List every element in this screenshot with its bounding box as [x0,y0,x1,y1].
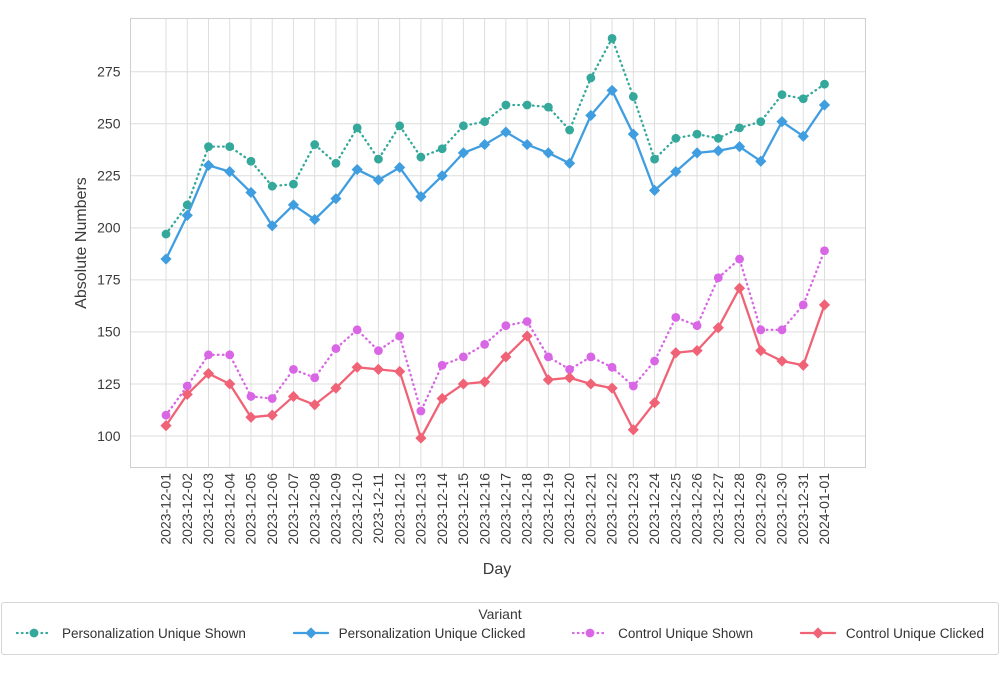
svg-text:2023-12-16: 2023-12-16 [476,473,492,545]
legend-items: Personalization Unique Shown Personalizat… [2,622,998,641]
svg-text:100: 100 [97,428,121,444]
series-lines [160,33,831,444]
legend-item-label: Control Unique Shown [618,625,754,641]
svg-text:2023-12-25: 2023-12-25 [667,473,683,545]
legend-item-label: Control Unique Clicked [845,625,984,641]
svg-text:2023-12-27: 2023-12-27 [710,473,726,545]
y-axis-tick-labels: 100 125 150 175 200 225 250 275 [97,64,121,444]
legend-item: Control Unique Shown [572,625,753,641]
series-personalization-unique-clicked [160,84,831,265]
svg-text:2023-12-29: 2023-12-29 [752,473,768,545]
svg-text:2023-12-26: 2023-12-26 [689,473,705,545]
x-axis-title: Day [483,561,511,578]
svg-text:2023-12-21: 2023-12-21 [582,473,598,545]
legend-item-label: Personalization Unique Shown [62,625,246,641]
plot-border [130,18,866,468]
solid-diamond-swatch-icon [292,627,329,639]
dotted-circle-swatch-icon [16,628,52,638]
dotted-circle-swatch-icon [572,628,609,638]
legend-item: Control Unique Clicked [799,625,984,641]
svg-text:175: 175 [97,272,121,288]
svg-text:2023-12-28: 2023-12-28 [731,473,747,545]
svg-text:150: 150 [97,324,121,340]
svg-text:2023-12-11: 2023-12-11 [370,473,386,544]
svg-text:2023-12-12: 2023-12-12 [391,473,407,545]
svg-text:2024-01-01: 2024-01-01 [816,473,832,545]
legend-title: Variant [478,606,522,622]
svg-text:250: 250 [97,116,121,132]
series-control-unique-shown [161,246,829,420]
legend-item: Personalization Unique Shown [16,625,246,641]
svg-text:2023-12-08: 2023-12-08 [306,473,322,545]
svg-text:2023-12-03: 2023-12-03 [200,473,216,545]
svg-text:2023-12-13: 2023-12-13 [413,473,429,545]
svg-text:2023-12-10: 2023-12-10 [349,473,365,545]
svg-text:2023-12-23: 2023-12-23 [625,473,641,545]
y-axis-title: Absolute Numbers [73,177,90,309]
svg-text:275: 275 [97,64,121,80]
svg-text:2023-12-30: 2023-12-30 [774,473,790,545]
svg-text:2023-12-02: 2023-12-02 [179,473,195,545]
svg-text:2023-12-19: 2023-12-19 [540,473,556,545]
legend-item: Personalization Unique Clicked [292,625,526,641]
svg-text:2023-12-20: 2023-12-20 [561,473,577,545]
svg-text:2023-12-09: 2023-12-09 [328,473,344,545]
x-axis-tick-labels: 2023-12-01 2023-12-02 2023-12-03 2023-12-04… [158,473,833,545]
legend-item-label: Personalization Unique Clicked [338,625,526,641]
series-personalization-unique-shown [161,33,829,239]
svg-text:2023-12-24: 2023-12-24 [646,473,662,545]
svg-text:2023-12-17: 2023-12-17 [497,473,513,545]
legend: Variant Personalization Unique Shown Pers… [1,602,999,655]
svg-text:2023-12-31: 2023-12-31 [795,473,811,545]
svg-text:2023-12-18: 2023-12-18 [519,473,535,545]
svg-text:2023-12-15: 2023-12-15 [455,473,471,545]
svg-text:225: 225 [97,168,121,184]
gridlines [130,18,866,468]
svg-text:2023-12-07: 2023-12-07 [285,473,301,545]
solid-diamond-swatch-icon [799,627,836,639]
svg-text:200: 200 [97,220,121,236]
series-control-unique-clicked [160,282,831,444]
svg-text:2023-12-14: 2023-12-14 [434,473,450,545]
svg-text:2023-12-01: 2023-12-01 [158,473,174,545]
svg-text:2023-12-06: 2023-12-06 [264,473,280,545]
svg-text:2023-12-05: 2023-12-05 [243,473,259,545]
svg-text:125: 125 [97,376,121,392]
svg-text:2023-12-04: 2023-12-04 [221,473,237,545]
svg-text:2023-12-22: 2023-12-22 [604,473,620,545]
